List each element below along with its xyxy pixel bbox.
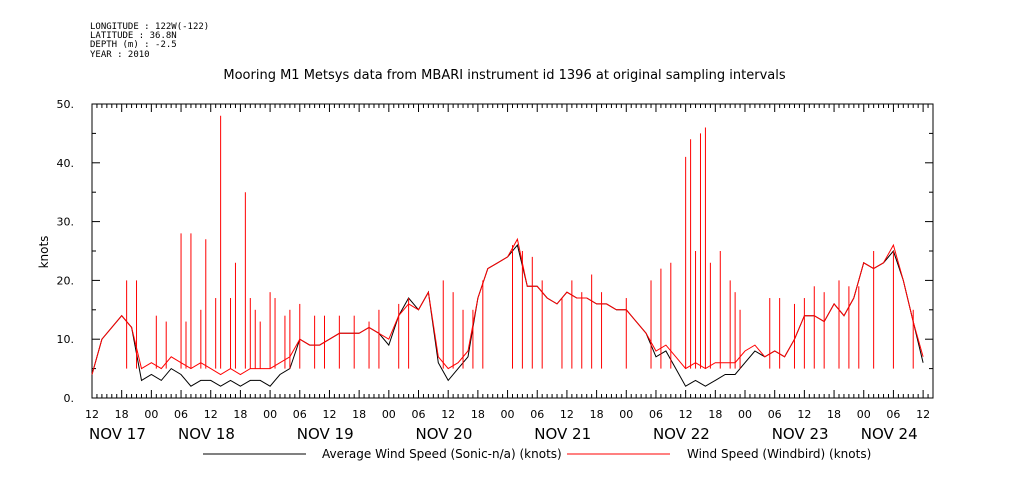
x-hour-tick-label: 06 <box>649 408 663 421</box>
x-hour-tick-label: 00 <box>738 408 752 421</box>
x-day-label: NOV 22 <box>653 425 710 443</box>
series-line-windbird <box>91 237 924 376</box>
x-hour-tick-label: 18 <box>590 408 604 421</box>
series-layer <box>91 115 924 387</box>
meta-longitude: LONGITUDE : 122W(-122) <box>90 22 210 32</box>
x-hour-tick-label: 12 <box>679 408 693 421</box>
x-hour-tick-label: 18 <box>708 408 722 421</box>
x-hour-tick-label: 06 <box>174 408 188 421</box>
x-hour-tick-label: 18 <box>352 408 366 421</box>
x-hour-tick-label: 18 <box>827 408 841 421</box>
x-hour-tick-label: 06 <box>412 408 426 421</box>
meta-year: YEAR : 2010 <box>90 50 150 60</box>
x-hour-tick-label: 12 <box>560 408 574 421</box>
y-axis-label: knots <box>37 236 51 269</box>
x-hour-tick-label: 00 <box>263 408 277 421</box>
x-hour-tick-label: 06 <box>768 408 782 421</box>
y-tick-label: 40. <box>57 157 75 170</box>
series-line-average-sonic <box>91 244 924 387</box>
x-hour-tick-label: 06 <box>530 408 544 421</box>
x-hour-tick-label: 12 <box>204 408 218 421</box>
x-day-label: NOV 17 <box>89 425 146 443</box>
legend-label-windbird: Wind Speed (Windbird) (knots) <box>687 447 871 461</box>
legend-label-average-sonic: Average Wind Speed (Sonic-n/a) (knots) <box>322 447 562 461</box>
x-axis: 12 18 00 06 12 18 00 06 12 18 00 06 12 18 00 06 12 18 00 06… <box>85 104 934 443</box>
x-day-label: NOV 19 <box>297 425 354 443</box>
x-hour-tick-label: 18 <box>115 408 129 421</box>
meta-latitude: LATITUDE : 36.8N <box>90 31 177 41</box>
x-hour-tick-label: 00 <box>144 408 158 421</box>
chart-title: Mooring M1 Metsys data from MBARI instru… <box>223 68 786 83</box>
y-tick-label: 10. <box>57 333 75 346</box>
x-hour-tick-label: 00 <box>619 408 633 421</box>
x-hour-tick-label: 06 <box>886 408 900 421</box>
x-day-label: NOV 18 <box>178 425 235 443</box>
y-tick-label: 30. <box>57 216 75 229</box>
y-tick-label: 20. <box>57 274 75 287</box>
x-hour-tick-label: 00 <box>857 408 871 421</box>
y-axis: 0. 10. 20. 30. 40. 50. <box>57 98 933 405</box>
x-hour-tick-label: 12 <box>916 408 930 421</box>
legend: Average Wind Speed (Sonic-n/a) (knots) Wi… <box>203 447 871 461</box>
y-tick-label: 50. <box>57 98 75 111</box>
x-hour-tick-label: 18 <box>471 408 485 421</box>
x-hour-tick-label: 00 <box>501 408 515 421</box>
x-day-label: NOV 23 <box>772 425 829 443</box>
x-day-label: NOV 21 <box>534 425 591 443</box>
x-day-label: NOV 24 <box>861 425 918 443</box>
y-tick-label: 0. <box>64 392 75 405</box>
x-hour-tick-label: 00 <box>382 408 396 421</box>
x-hour-tick-label: 12 <box>797 408 811 421</box>
x-hour-tick-label: 12 <box>322 408 336 421</box>
x-hour-tick-label: 18 <box>233 408 247 421</box>
x-hour-tick-label: 12 <box>85 408 99 421</box>
x-hour-tick-label: 06 <box>293 408 307 421</box>
x-hour-tick-label: 12 <box>441 408 455 421</box>
x-day-label: NOV 20 <box>416 425 473 443</box>
meta-depth: DEPTH (m) : -2.5 <box>90 40 177 50</box>
